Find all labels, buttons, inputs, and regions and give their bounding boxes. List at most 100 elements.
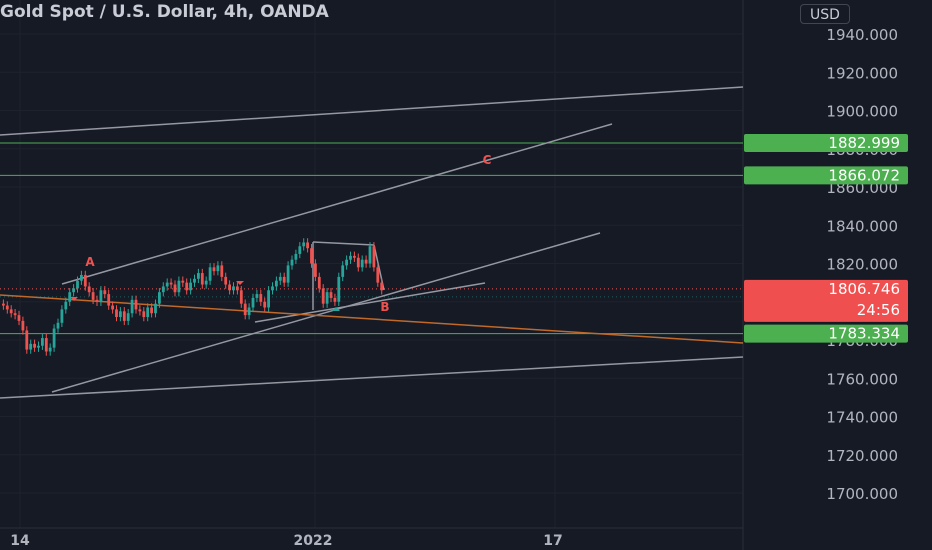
candle-body	[380, 282, 384, 291]
candle-body	[130, 299, 134, 314]
candle-body	[220, 265, 224, 277]
candle-body	[150, 307, 153, 314]
y-tick-label: 1940.000	[826, 26, 898, 44]
candle-body	[329, 292, 333, 298]
price-label-bg	[744, 134, 908, 153]
y-axis: 1940.0001920.0001900.0001880.0001860.000…	[826, 26, 898, 503]
price-label-text: 1866.072	[828, 166, 900, 184]
candle-body	[189, 282, 192, 291]
candle-body	[17, 315, 21, 321]
candle-body	[13, 313, 17, 316]
candle-body	[173, 284, 177, 293]
trend-line	[61, 123, 613, 285]
candle-body	[21, 320, 25, 331]
candle-body	[232, 286, 235, 291]
candle-body	[216, 265, 220, 272]
price-label-text: 1806.746	[828, 280, 900, 298]
candle-body	[158, 292, 161, 304]
candle-body	[302, 242, 306, 247]
candle-body	[247, 307, 251, 316]
candle-body	[321, 288, 325, 304]
candles	[2, 238, 384, 356]
candle-body	[41, 338, 44, 346]
x-tick-label: 2022	[294, 533, 333, 549]
price-label-bg	[744, 166, 908, 185]
candle-body	[33, 343, 36, 348]
candle-body	[72, 288, 75, 293]
candle-body	[251, 297, 255, 308]
grid-lines	[0, 0, 743, 528]
candle-body	[181, 280, 185, 283]
y-tick-label: 1920.000	[826, 64, 898, 82]
candle-body	[111, 305, 114, 310]
trend-line	[0, 356, 744, 399]
level-price-label: 1882.999	[744, 134, 908, 153]
candle-body	[122, 311, 126, 321]
price-label-text: 1783.334	[828, 325, 900, 343]
candle-body	[212, 267, 216, 272]
candle-body	[228, 284, 231, 291]
trend-line	[254, 282, 486, 323]
candle-body	[224, 276, 228, 285]
trend-line	[312, 241, 375, 246]
candle-body	[349, 255, 352, 260]
candle-body	[376, 267, 380, 283]
candle-body	[52, 328, 56, 348]
candle-body	[134, 299, 138, 310]
candle-body	[243, 303, 247, 316]
candle-body	[356, 257, 360, 268]
candle-body	[142, 311, 146, 318]
price-label-text: 1882.999	[828, 134, 900, 152]
candle-body	[275, 280, 278, 287]
candle-body	[165, 282, 169, 287]
candle-body	[138, 309, 142, 312]
candle-body	[204, 280, 208, 285]
currency-button[interactable]: USD	[800, 4, 850, 24]
y-tick-label: 1840.000	[826, 217, 898, 235]
annotation-b: B	[380, 300, 389, 314]
candle-body	[80, 274, 83, 281]
annotation-a: A	[85, 255, 95, 269]
candle-body	[197, 273, 200, 279]
trend-line	[0, 294, 744, 344]
candle-body	[345, 259, 348, 266]
candle-body	[95, 299, 99, 302]
countdown-text: 24:56	[857, 301, 900, 319]
y-tick-label: 1720.000	[826, 447, 898, 465]
chart-title: Gold Spot / U.S. Dollar, 4h, OANDA	[0, 2, 329, 22]
candle-body	[119, 311, 122, 318]
candle-body	[115, 309, 118, 318]
candle-body	[360, 259, 364, 268]
y-tick-label: 1900.000	[826, 103, 898, 121]
price-label-bg	[744, 324, 908, 343]
candle-body	[236, 286, 239, 291]
candle-body	[76, 280, 79, 289]
candle-body	[64, 301, 68, 310]
candle-body	[29, 343, 33, 350]
candle-body	[99, 290, 103, 302]
level-price-label: 1783.334	[744, 324, 908, 343]
marker-arrow-down	[70, 297, 78, 301]
candle-body	[278, 276, 282, 281]
y-tick-label: 1700.000	[826, 485, 898, 503]
candle-body	[126, 313, 130, 321]
candle-body	[60, 309, 64, 323]
candle-body	[372, 246, 376, 268]
candle-body	[255, 294, 259, 298]
candle-body	[298, 246, 302, 254]
trend-line	[0, 86, 744, 136]
candle-body	[325, 292, 329, 304]
candle-body	[310, 248, 313, 264]
candle-body	[25, 330, 29, 350]
candle-body	[91, 292, 95, 300]
candle-body	[154, 303, 157, 314]
candle-body	[364, 259, 368, 264]
candle-body	[68, 292, 72, 302]
candle-body	[146, 307, 150, 318]
candle-body	[259, 294, 263, 302]
annotation-c: C	[483, 153, 492, 167]
candle-body	[239, 290, 243, 304]
candle-body	[185, 282, 189, 291]
